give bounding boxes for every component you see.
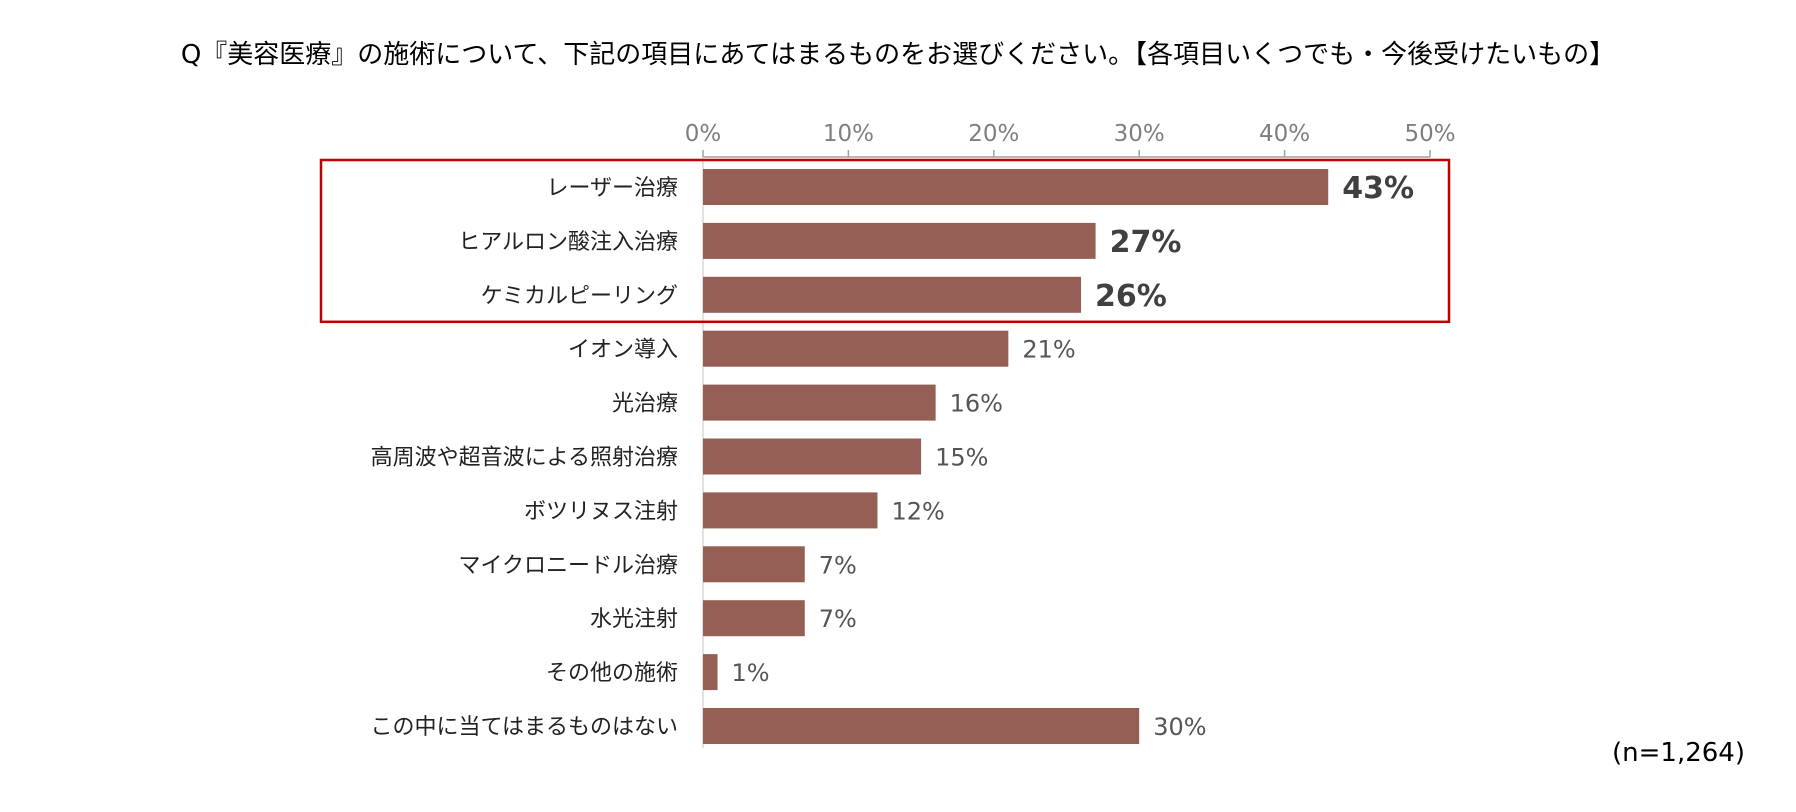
highlight-group xyxy=(319,158,1451,324)
x-tick-label: 40% xyxy=(1259,121,1310,147)
x-tick-label: 30% xyxy=(1114,121,1165,147)
bar xyxy=(703,169,1329,205)
bar xyxy=(703,384,936,421)
data-label: 15% xyxy=(935,444,988,472)
category-label: この中に当てはまるものはない xyxy=(370,715,678,740)
x-tick-label: 50% xyxy=(1404,121,1455,147)
x-tick-label: 10% xyxy=(823,121,874,147)
category-label: レーザー治療 xyxy=(546,176,678,201)
category-label: イオン導入 xyxy=(568,338,678,363)
category-label: ヒアルロン酸注入治療 xyxy=(458,230,678,255)
category-label: ケミカルピーリング xyxy=(481,284,678,309)
x-axis: 0% 10% 20% 30% 40% 50% xyxy=(685,121,1456,748)
data-label: 16% xyxy=(950,390,1003,418)
x-tick-label: 20% xyxy=(968,121,1019,147)
category-label: 光治療 xyxy=(612,392,678,417)
chart-title: Q『美容医療』の施術について、下記の項目にあてはまるものをお選びください。【各項… xyxy=(180,40,1616,70)
category-label: その他の施術 xyxy=(546,661,678,686)
data-label: 12% xyxy=(891,497,944,525)
data-label: 7% xyxy=(819,551,857,579)
highlight-box xyxy=(319,158,1451,324)
bar xyxy=(703,708,1140,744)
bar xyxy=(703,222,1096,259)
data-label: 1% xyxy=(732,659,770,687)
category-labels: レーザー治療ヒアルロン酸注入治療ケミカルピーリングイオン導入光治療高周波や超音波… xyxy=(370,176,678,740)
bar xyxy=(703,276,1082,313)
bar xyxy=(703,546,805,583)
data-label: 30% xyxy=(1153,713,1206,741)
data-label: 7% xyxy=(819,605,857,633)
data-label: 27% xyxy=(1110,225,1182,260)
sample-size-label: (n=1,264) xyxy=(1612,738,1745,768)
category-label: ボツリヌス注射 xyxy=(524,499,678,524)
bar xyxy=(703,330,1009,367)
category-label: 水光注射 xyxy=(590,607,678,632)
bar xyxy=(703,492,878,529)
data-label: 43% xyxy=(1342,171,1414,206)
bar-series: 43% 27% 26% 21% 16% 15% 12% 7% 7% 1% 30% xyxy=(703,169,1414,744)
bar xyxy=(703,438,922,475)
category-label: マイクロニードル治療 xyxy=(458,553,678,578)
category-label: 高周波や超音波による照射治療 xyxy=(371,446,678,471)
data-label: 26% xyxy=(1095,279,1167,314)
x-tick-label: 0% xyxy=(685,121,722,147)
bar xyxy=(703,600,805,637)
bar xyxy=(703,654,718,691)
data-label: 21% xyxy=(1022,336,1075,364)
